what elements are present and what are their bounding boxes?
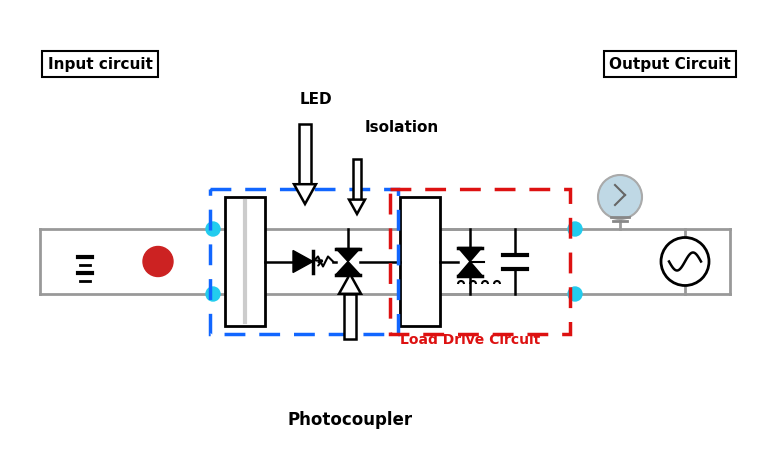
Circle shape <box>143 247 173 277</box>
Circle shape <box>661 238 709 286</box>
Text: Output Circuit: Output Circuit <box>609 57 731 72</box>
Polygon shape <box>458 262 482 276</box>
Text: LED: LED <box>300 92 333 107</box>
Circle shape <box>568 223 582 237</box>
FancyBboxPatch shape <box>400 198 440 326</box>
Polygon shape <box>299 125 311 185</box>
Circle shape <box>568 288 582 301</box>
Polygon shape <box>458 248 482 262</box>
Polygon shape <box>349 200 365 214</box>
Circle shape <box>206 288 220 301</box>
Polygon shape <box>336 249 360 262</box>
Circle shape <box>598 175 642 219</box>
Polygon shape <box>336 262 360 275</box>
Text: Load Drive Circuit: Load Drive Circuit <box>400 332 540 346</box>
Text: Isolation: Isolation <box>365 120 439 135</box>
Text: Input circuit: Input circuit <box>48 57 152 72</box>
FancyBboxPatch shape <box>225 198 265 326</box>
Text: Photocoupler: Photocoupler <box>287 410 412 428</box>
Polygon shape <box>339 275 361 294</box>
Polygon shape <box>293 251 313 273</box>
Polygon shape <box>344 294 356 339</box>
Circle shape <box>206 223 220 237</box>
Polygon shape <box>353 160 361 200</box>
Polygon shape <box>294 185 316 205</box>
